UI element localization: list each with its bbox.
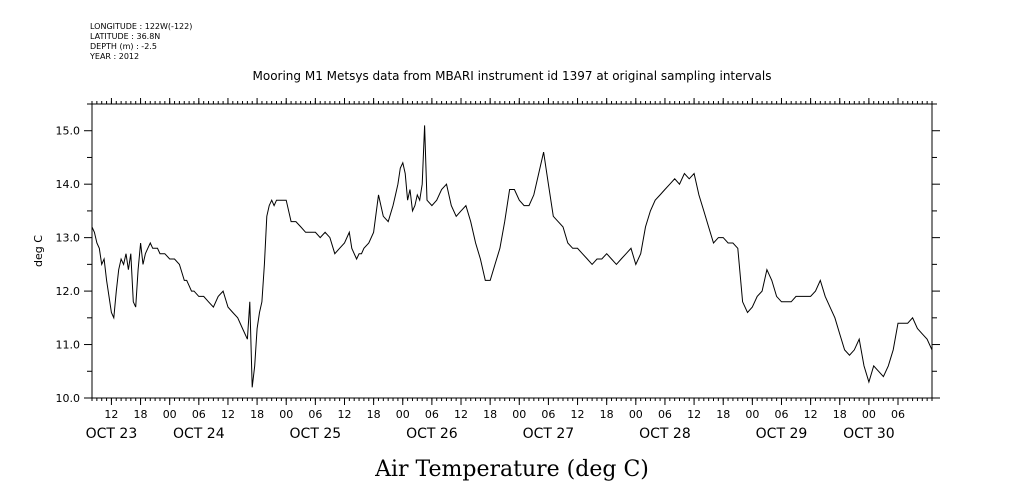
x-date-label: OCT 30	[843, 426, 895, 442]
y-tick-label: 14.0	[56, 178, 81, 191]
x-date-label: OCT 28	[639, 426, 691, 442]
y-axis-label: deg C	[32, 235, 45, 267]
x-tick-label: 18	[483, 408, 497, 421]
x-date-label: OCT 23	[86, 426, 138, 442]
x-tick-label: 12	[454, 408, 468, 421]
meta-longitude: LONGITUDE : 122W(-122)	[90, 22, 192, 31]
x-tick-label: 00	[396, 408, 410, 421]
x-tick-label: 12	[571, 408, 585, 421]
x-tick-label: 18	[600, 408, 614, 421]
plot-frame	[91, 103, 933, 399]
x-tick-label: 00	[163, 408, 177, 421]
y-tick-label: 12.0	[56, 285, 81, 298]
x-tick-label: 00	[862, 408, 876, 421]
x-tick-label: 18	[250, 408, 264, 421]
chart-caption: Air Temperature (deg C)	[374, 457, 649, 482]
x-tick-label: 12	[687, 408, 701, 421]
x-tick-label: 06	[774, 408, 788, 421]
x-axis: 12 18 00 06 12 18 00 06 12 18 00 06 12 18 00 06 12 18 00 06…	[86, 98, 905, 442]
x-date-label: OCT 25	[290, 426, 342, 442]
meta-year: YEAR : 2012	[89, 52, 139, 61]
y-tick-label: 13.0	[56, 232, 81, 245]
minor-ticks	[91, 101, 933, 401]
x-date-label: OCT 24	[173, 426, 225, 442]
meta-latitude: LATITUDE : 36.8N	[90, 32, 160, 41]
y-tick-label: 10.0	[56, 392, 81, 405]
x-tick-label: 00	[512, 408, 526, 421]
y-tick-label: 11.0	[56, 339, 81, 352]
x-tick-label: 06	[658, 408, 672, 421]
series-line-air-temperature	[91, 125, 933, 388]
x-tick-label: 18	[134, 408, 148, 421]
y-axis: 10.0 11.0 12.0 13.0 14.0 15.0	[56, 103, 940, 405]
x-tick-label: 06	[192, 408, 206, 421]
x-date-label: OCT 29	[756, 426, 808, 442]
x-tick-label: 12	[337, 408, 351, 421]
x-tick-label: 00	[629, 408, 643, 421]
x-tick-label: 18	[367, 408, 381, 421]
x-tick-label: 06	[541, 408, 555, 421]
x-tick-label: 18	[833, 408, 847, 421]
x-date-label: OCT 26	[406, 426, 458, 442]
x-tick-label: 06	[891, 408, 905, 421]
y-tick-label: 15.0	[56, 125, 81, 138]
x-tick-label: 00	[279, 408, 293, 421]
x-tick-label: 06	[308, 408, 322, 421]
x-tick-label: 12	[804, 408, 818, 421]
x-tick-label: 12	[104, 408, 118, 421]
x-tick-label: 18	[716, 408, 730, 421]
chart-title: Mooring M1 Metsys data from MBARI instru…	[253, 69, 772, 83]
x-tick-label: 06	[425, 408, 439, 421]
meta-depth: DEPTH (m) : -2.5	[90, 42, 157, 51]
x-tick-label: 12	[221, 408, 235, 421]
x-date-label: OCT 27	[523, 426, 575, 442]
x-tick-label: 00	[745, 408, 759, 421]
